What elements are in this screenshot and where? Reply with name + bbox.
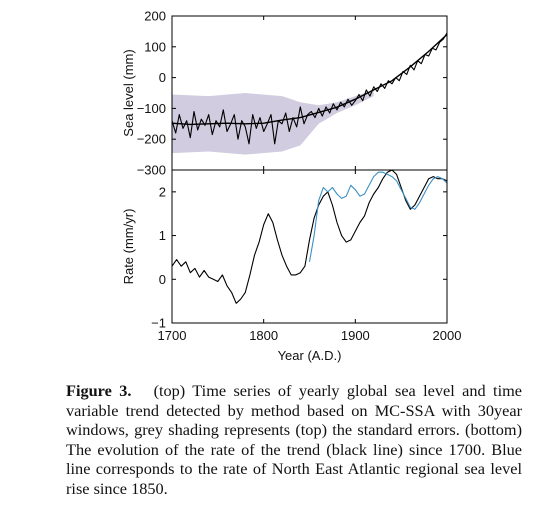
bottom-line-north-east-atlantic: [308, 171, 447, 262]
bottom-ytick-label: 0: [159, 272, 166, 287]
bottom-xtick-label: 1700: [158, 328, 187, 343]
figure-caption: Figure 3. (top) Time series of yearly gl…: [66, 381, 522, 499]
top-panel-sea-level: −300 −200 −100 0 100 200 Sea level (mm): [121, 9, 448, 178]
top-ytick-label: −300: [137, 163, 166, 178]
bottom-ytick-label: −1: [151, 316, 166, 331]
top-ylabel: Sea level (mm): [121, 49, 136, 136]
bottom-panel-rate: −1 0 1 2 1700 1800 1900 2000 Rate (mm/yr) Year (A…: [121, 169, 462, 363]
bottom-xtick-label: 1900: [341, 328, 370, 343]
top-line-yearly: [172, 32, 447, 145]
bottom-xtick-label: 1800: [249, 328, 278, 343]
caption-label: Figure 3.: [66, 381, 132, 400]
top-ytick-label: −200: [137, 132, 166, 147]
bottom-line-trend-rate: [172, 170, 447, 304]
sea-level-chart: −300 −200 −100 0 100 200 Sea level (mm) −1 0 1 2 1…: [121, 9, 462, 364]
bottom-xlabel: Year (A.D.): [278, 348, 342, 363]
bottom-xtick-label: 2000: [433, 328, 462, 343]
bottom-ylabel: Rate (mm/yr): [121, 209, 136, 285]
caption-text: (top) Time series of yearly global sea l…: [66, 381, 522, 498]
top-ytick-label: 200: [144, 9, 166, 24]
bottom-data-layer: [172, 170, 447, 304]
top-ytick-label: −100: [137, 101, 166, 116]
bottom-ytick-label: 1: [159, 228, 166, 243]
top-ytick-label: 0: [159, 70, 166, 85]
top-ytick-label: 100: [144, 39, 166, 54]
figure: −300 −200 −100 0 100 200 Sea level (mm) −1 0 1 2 1…: [121, 9, 462, 364]
top-data-layer: [172, 32, 447, 155]
bottom-axes-frame: [171, 169, 448, 324]
bottom-ytick-label: 2: [159, 184, 166, 199]
